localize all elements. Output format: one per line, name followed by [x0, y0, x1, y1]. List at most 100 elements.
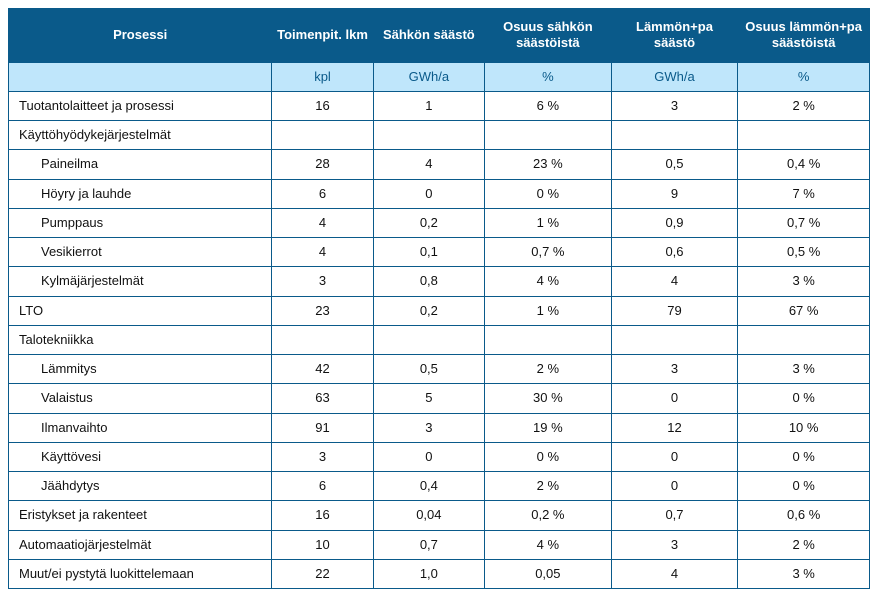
table-row: Talotekniikka: [9, 325, 870, 354]
table-row: Käyttövesi300 %00 %: [9, 442, 870, 471]
row-value: 3: [611, 355, 738, 384]
row-value: 4: [272, 238, 373, 267]
row-value: 0 %: [738, 442, 870, 471]
row-value: 0,7 %: [738, 208, 870, 237]
row-value: 0,7: [611, 501, 738, 530]
row-value: 10: [272, 530, 373, 559]
row-value: 0,8: [373, 267, 484, 296]
row-value: 16: [272, 91, 373, 120]
row-value: 4 %: [485, 267, 612, 296]
units-count: kpl: [272, 62, 373, 91]
row-label: Ilmanvaihto: [9, 413, 272, 442]
col-header-elec-save: Sähkön säästö: [373, 9, 484, 63]
row-label: Käyttövesi: [9, 442, 272, 471]
row-value: 3 %: [738, 559, 870, 588]
row-value: 0,05: [485, 559, 612, 588]
energy-savings-table: Prosessi Toimenpit. lkm Sähkön säästö Os…: [8, 8, 870, 589]
row-value: 4 %: [485, 530, 612, 559]
row-label: Tuotantolaitteet ja prosessi: [9, 91, 272, 120]
table-row: LTO230,21 %7967 %: [9, 296, 870, 325]
units-empty: [9, 62, 272, 91]
row-value: 7 %: [738, 179, 870, 208]
table-row: Pumppaus40,21 %0,90,7 %: [9, 208, 870, 237]
table-row: Automaatiojärjestelmät100,74 %32 %: [9, 530, 870, 559]
units-row: kpl GWh/a % GWh/a %: [9, 62, 870, 91]
table-header: Prosessi Toimenpit. lkm Sähkön säästö Os…: [9, 9, 870, 63]
row-value: [272, 121, 373, 150]
row-value: 0,5: [611, 150, 738, 179]
row-label: Muut/ei pystytä luokittelemaan: [9, 559, 272, 588]
row-value: 0: [611, 384, 738, 413]
row-label: Talotekniikka: [9, 325, 272, 354]
table-row: Kylmäjärjestelmät30,84 %43 %: [9, 267, 870, 296]
row-value: 22: [272, 559, 373, 588]
row-value: 23: [272, 296, 373, 325]
row-value: 0 %: [738, 384, 870, 413]
row-value: 6 %: [485, 91, 612, 120]
row-value: 79: [611, 296, 738, 325]
units-heat-share: %: [738, 62, 870, 91]
row-value: [485, 325, 612, 354]
table-row: Muut/ei pystytä luokittelemaan221,00,054…: [9, 559, 870, 588]
row-value: 3: [272, 442, 373, 471]
row-value: 67 %: [738, 296, 870, 325]
units-elec-share: %: [485, 62, 612, 91]
row-label: LTO: [9, 296, 272, 325]
row-value: 16: [272, 501, 373, 530]
row-value: 0 %: [485, 442, 612, 471]
table-row: Vesikierrot40,10,7 %0,60,5 %: [9, 238, 870, 267]
row-value: 0,6: [611, 238, 738, 267]
row-value: 5: [373, 384, 484, 413]
row-label: Vesikierrot: [9, 238, 272, 267]
row-value: [738, 325, 870, 354]
row-value: 0,4 %: [738, 150, 870, 179]
row-label: Kylmäjärjestelmät: [9, 267, 272, 296]
row-value: 0,7: [373, 530, 484, 559]
table-row: Paineilma28423 %0,50,4 %: [9, 150, 870, 179]
row-value: 0 %: [485, 179, 612, 208]
row-value: 4: [272, 208, 373, 237]
row-value: 0: [611, 442, 738, 471]
row-value: 0,2: [373, 296, 484, 325]
row-value: 6: [272, 179, 373, 208]
row-value: 0,4: [373, 472, 484, 501]
row-value: 0,2 %: [485, 501, 612, 530]
row-value: 0,6 %: [738, 501, 870, 530]
units-elec: GWh/a: [373, 62, 484, 91]
row-value: 2 %: [738, 91, 870, 120]
row-value: 42: [272, 355, 373, 384]
table-row: Lämmitys420,52 %33 %: [9, 355, 870, 384]
row-label: Pumppaus: [9, 208, 272, 237]
row-value: 1,0: [373, 559, 484, 588]
row-value: 0: [373, 442, 484, 471]
row-label: Jäähdytys: [9, 472, 272, 501]
row-value: 3: [272, 267, 373, 296]
row-value: 0,04: [373, 501, 484, 530]
table-body: kpl GWh/a % GWh/a % Tuotantolaitteet ja …: [9, 62, 870, 589]
row-value: 0: [611, 472, 738, 501]
row-value: 30 %: [485, 384, 612, 413]
col-header-process: Prosessi: [9, 9, 272, 63]
row-value: [611, 325, 738, 354]
row-label: Paineilma: [9, 150, 272, 179]
row-value: 3 %: [738, 355, 870, 384]
row-value: 0,7 %: [485, 238, 612, 267]
row-value: 0 %: [738, 472, 870, 501]
col-header-heat-share: Osuus lämmön+pa säästöistä: [738, 9, 870, 63]
row-value: 10 %: [738, 413, 870, 442]
row-value: 2 %: [485, 472, 612, 501]
row-value: 0,1: [373, 238, 484, 267]
row-value: 19 %: [485, 413, 612, 442]
row-value: [373, 325, 484, 354]
row-value: [485, 121, 612, 150]
row-label: Höyry ja lauhde: [9, 179, 272, 208]
col-header-count: Toimenpit. lkm: [272, 9, 373, 63]
row-value: 3 %: [738, 267, 870, 296]
row-value: 1 %: [485, 208, 612, 237]
table-row: Valaistus63530 %00 %: [9, 384, 870, 413]
row-value: 0,5 %: [738, 238, 870, 267]
row-value: 9: [611, 179, 738, 208]
table-row: Jäähdytys60,42 %00 %: [9, 472, 870, 501]
col-header-heat-save: Lämmön+pa säästö: [611, 9, 738, 63]
row-value: 28: [272, 150, 373, 179]
